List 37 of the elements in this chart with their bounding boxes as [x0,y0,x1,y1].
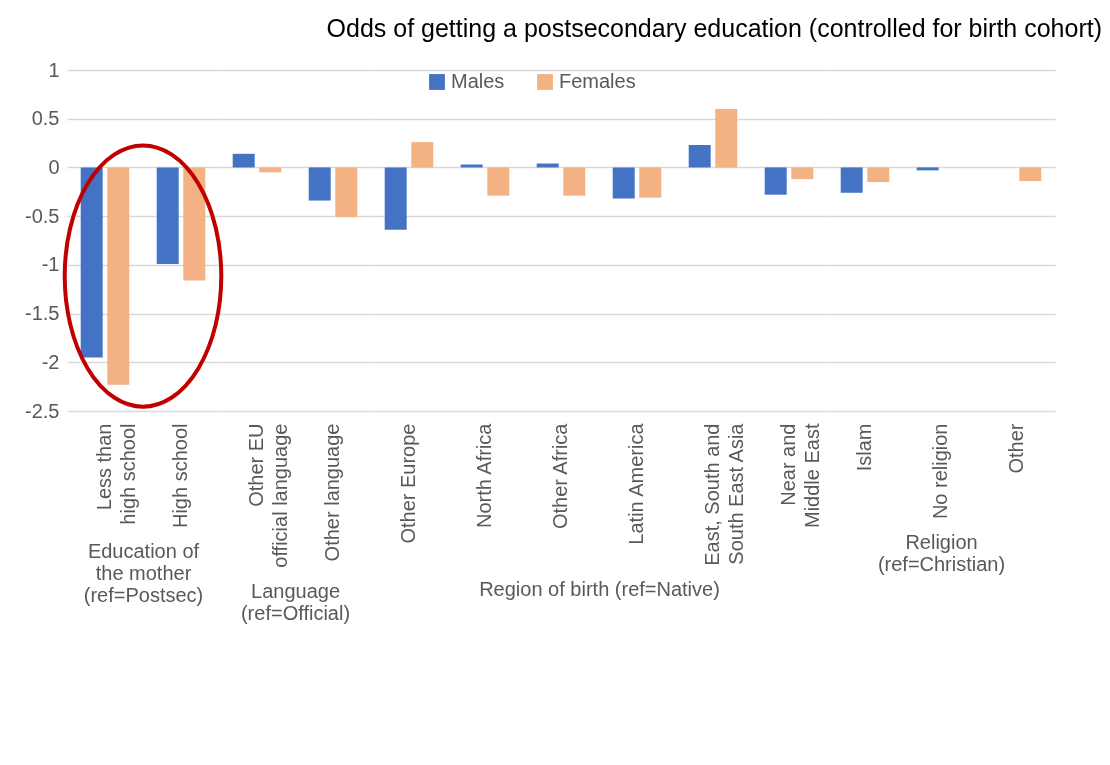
y-tick-label: -2 [41,350,60,373]
y-tick-label: 1 [48,58,60,81]
bar [487,167,510,196]
x-tick-label: East, South and South East Asia [701,422,747,566]
bar [384,167,407,230]
bar [639,167,662,198]
bar [688,145,711,168]
x-tick-label: North Africa [473,422,495,528]
legend-label: Males [451,70,505,92]
bar [563,167,586,196]
chart-title: Odds of getting a postsecondary education (controlled for birth cohort) [326,14,1102,43]
bar [791,167,814,180]
y-tick-label: -1.5 [25,302,60,325]
bar [411,142,434,168]
y-tick-label: 0 [48,155,60,178]
x-tick-label: Other language [321,423,343,562]
y-tick-label: 0.5 [31,107,60,130]
legend-label: Females [559,70,636,92]
x-tick-label: Other Africa [549,422,571,530]
x-tick-label: Other Europe [397,423,419,544]
y-tick-label: -2.5 [25,399,60,422]
x-tick-label: Other [1005,423,1027,474]
x-tick-label: Latin America [625,422,647,545]
bar [612,167,635,199]
x-tick-label: Islam [853,423,875,472]
x-axis-title: Education of the mother (ref=Postsec) [83,540,204,606]
bar [764,167,787,195]
x-tick-label: Less than high school [93,423,139,525]
x-axis-title: Religion (ref=Christian) [877,531,1006,576]
x-axis-title: Language (ref=Official) [240,579,351,624]
x-tick-label: High school [169,423,191,529]
x-tick-label: Near and Middle East [777,423,823,528]
x-axis-title: Region of birth (ref=Native) [479,577,720,600]
y-tick-label: -1 [41,253,60,276]
bar [715,108,738,168]
y-tick-label: -0.5 [25,204,60,227]
x-tick-label: No religion [929,423,951,520]
